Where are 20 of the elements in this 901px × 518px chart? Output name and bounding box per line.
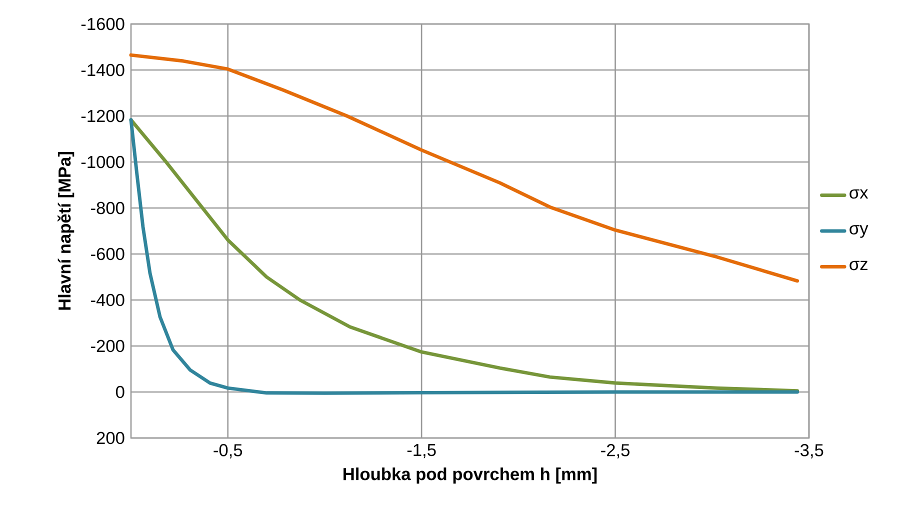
y-tick-label: -1600	[81, 18, 124, 30]
x-tick-label: -2,5	[601, 444, 630, 458]
x-tick-label: -3,5	[794, 444, 824, 458]
x-tick-label: -1,5	[407, 444, 436, 458]
y-tick-label: -200	[91, 340, 124, 352]
y-axis-title: Hlavní napětí [MPa]	[58, 152, 74, 310]
y-tick-label: 0	[116, 386, 124, 398]
legend-label: σz	[850, 260, 868, 270]
y-tick-label: -800	[91, 202, 124, 214]
x-axis-title: Hloubka pod povrchem h [mm]	[344, 468, 597, 484]
legend-label: σx	[850, 189, 868, 199]
legend-label: σy	[850, 225, 868, 238]
x-tick-label: -0,5	[214, 444, 242, 458]
y-tick-label: -400	[91, 294, 124, 306]
line-series	[129, 53, 800, 283]
y-tick-label: -1200	[81, 110, 124, 122]
y-tick-label: -1400	[81, 64, 124, 76]
y-tick-label: 200	[96, 432, 124, 444]
y-tick-label: -1000	[81, 156, 124, 168]
y-tick-label: -600	[91, 248, 124, 260]
